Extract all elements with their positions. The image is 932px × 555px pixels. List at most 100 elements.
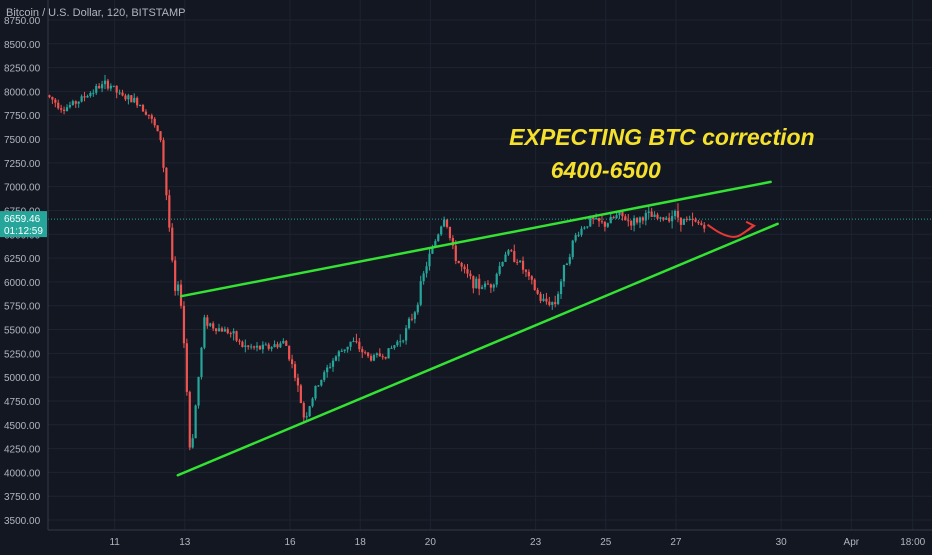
candle-body [697, 221, 700, 224]
candle-body [174, 260, 177, 291]
candle-body [600, 221, 604, 223]
candle-body [258, 345, 262, 350]
candle-body [337, 351, 340, 357]
candle-body [682, 218, 685, 225]
candle-body [62, 109, 66, 112]
candle-body [612, 216, 615, 219]
candle-body [650, 211, 653, 217]
candle-body [703, 224, 706, 229]
candle-body [103, 80, 107, 85]
candle-body [305, 416, 308, 418]
candle-body [498, 266, 501, 274]
candle-body [647, 211, 650, 213]
y-tick-label: 8750.00 [4, 16, 41, 27]
candle-body [138, 105, 142, 107]
candle-body [422, 273, 425, 282]
y-tick-label: 3750.00 [4, 492, 41, 503]
candle-body [387, 348, 390, 359]
candle-body [378, 353, 381, 357]
chart-title: Bitcoin / U.S. Dollar, 120, BITSTAMP [6, 7, 186, 19]
candle-body [109, 85, 112, 89]
candle-body [106, 80, 110, 89]
y-tick-label: 8000.00 [4, 87, 41, 98]
candle-body [302, 403, 305, 418]
candle-body [320, 379, 323, 386]
candle-body [571, 240, 574, 257]
candle-body [489, 284, 492, 288]
candle-body [504, 254, 507, 262]
y-tick-label: 4750.00 [4, 397, 41, 408]
candle-body [288, 345, 291, 360]
candle-body [334, 356, 338, 361]
candle-body [448, 226, 452, 239]
candle-body [393, 345, 396, 348]
candle-body [597, 218, 601, 222]
candle-body [343, 349, 346, 351]
candle-body [264, 344, 267, 346]
candle-body [276, 344, 279, 348]
candle-body [486, 283, 490, 285]
candle-body [595, 218, 598, 220]
candle-body [124, 95, 127, 100]
candle-body [469, 273, 472, 277]
candle-body [238, 340, 241, 342]
x-tick-label: 16 [284, 537, 296, 548]
trendlines-layer[interactable] [176, 180, 779, 477]
candle-body [656, 214, 659, 219]
candle-body [574, 235, 577, 241]
candle-body [481, 287, 484, 289]
candle-body [545, 298, 548, 302]
candle-body [466, 269, 469, 274]
candle-body [559, 281, 563, 295]
candle-body [77, 101, 80, 104]
candle-body [615, 215, 618, 219]
candle-body [323, 372, 326, 380]
candle-body [586, 226, 589, 228]
y-tick-label: 5000.00 [4, 373, 41, 384]
candle-body [83, 96, 86, 98]
candle-body [150, 115, 153, 119]
annotation-text-1: EXPECTING BTC correction [509, 124, 814, 150]
candle-body [521, 260, 525, 270]
candle-body [583, 227, 586, 229]
candle-body [513, 251, 516, 262]
candle-body [478, 278, 481, 289]
countdown-label: 01:12:59 [4, 226, 43, 237]
candle-body [127, 95, 130, 100]
candle-body [621, 211, 624, 217]
y-tick-label: 6000.00 [4, 278, 41, 289]
candle-body [162, 140, 165, 168]
candle-body [212, 323, 215, 329]
candle-body [141, 105, 145, 112]
candle-body [314, 385, 317, 399]
candle-body [551, 302, 554, 305]
candle-body [250, 346, 253, 348]
candle-body [331, 360, 335, 367]
y-tick-label: 6250.00 [4, 254, 41, 265]
candle-body [112, 85, 115, 87]
candle-body [700, 223, 703, 225]
candle-body [606, 223, 609, 227]
candle-body [671, 216, 674, 222]
candle-body [51, 96, 54, 100]
candle-body [410, 318, 414, 320]
candle-body [635, 218, 639, 223]
candle-body [691, 219, 694, 221]
candle-body [618, 211, 621, 216]
candle-body [662, 217, 665, 220]
candle-body [390, 347, 393, 349]
candle-body [252, 346, 256, 348]
candle-body [282, 341, 285, 344]
candle-body [328, 366, 332, 368]
candle-body [624, 216, 627, 221]
candle-body [510, 250, 513, 252]
candle-body [372, 354, 376, 361]
candle-body [443, 219, 446, 227]
x-axis: 11 13 16 18 20 23 25 27 30 Apr 18:00 [48, 529, 932, 548]
y-tick-label: 7500.00 [4, 135, 41, 146]
candle-body [580, 228, 583, 235]
candle-body [519, 260, 522, 263]
candle-body [557, 294, 560, 305]
